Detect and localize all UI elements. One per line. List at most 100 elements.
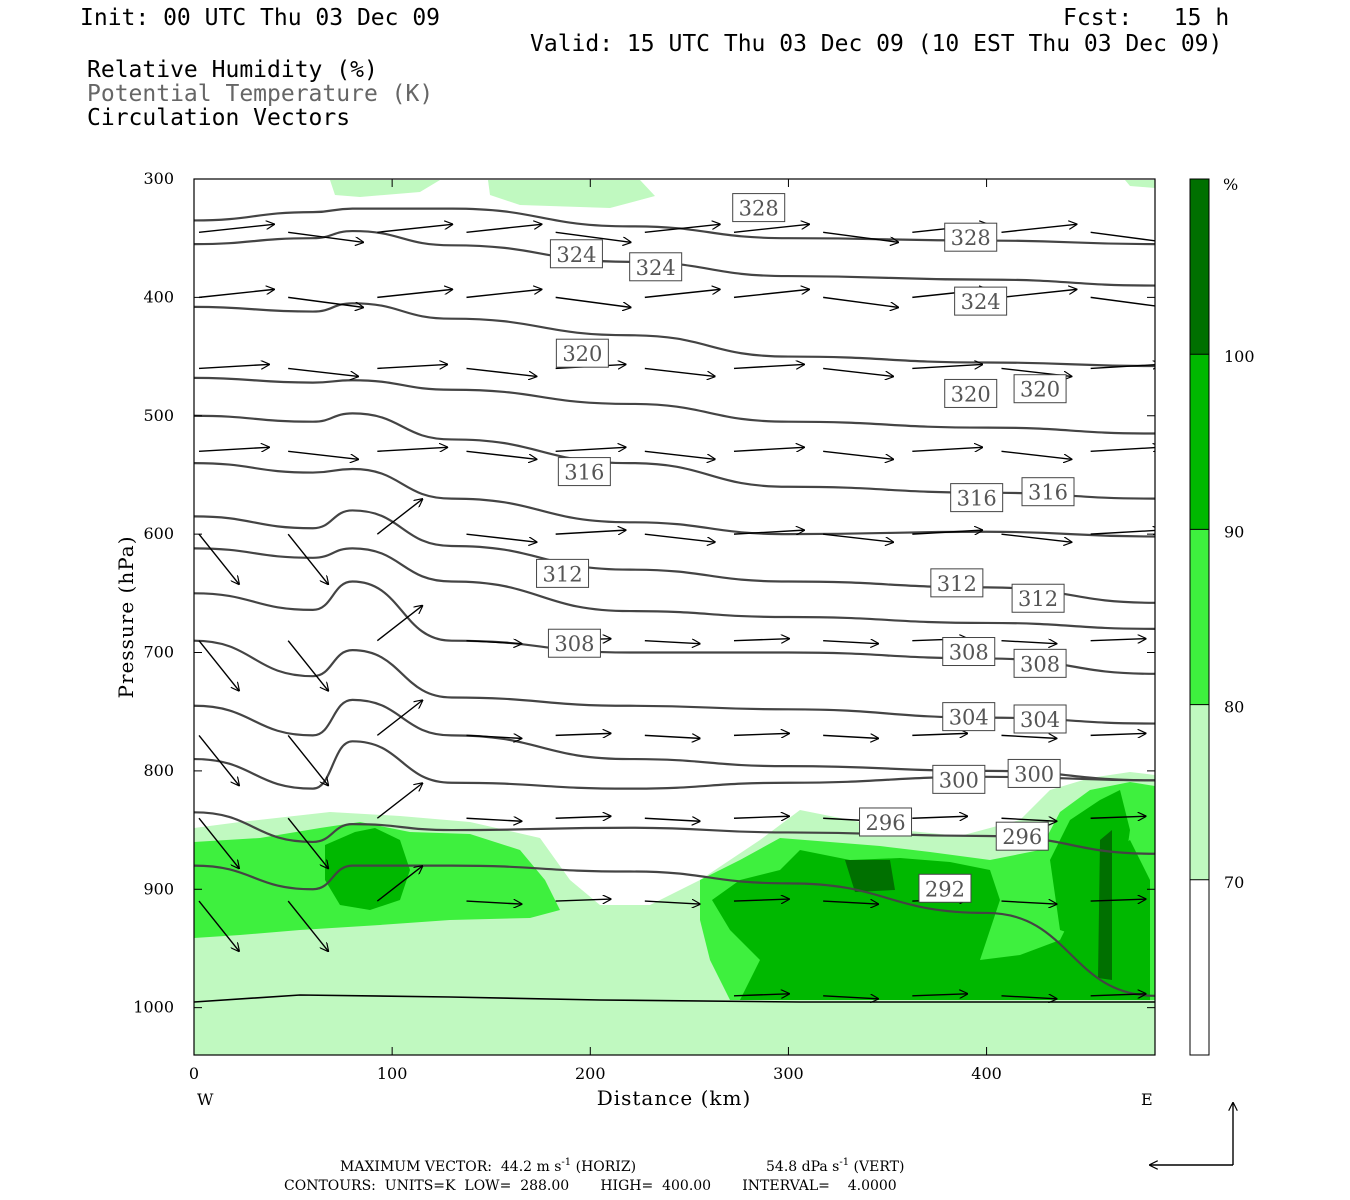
init-time: Init: 00 UTC Thu 03 Dec 09	[80, 5, 440, 31]
theta-contour-labels: 328 328 324 324 324 320 320 320 316 316 316 312 312 3…	[536, 193, 1075, 903]
colorbar-swatch	[1190, 879, 1209, 1055]
x-tick-label: 300	[773, 1064, 804, 1083]
circulation-vector	[823, 231, 898, 242]
theta-label: 324	[636, 256, 676, 280]
circulation-vector	[466, 533, 536, 542]
theta-label: 304	[1020, 708, 1060, 732]
theta-label: 328	[951, 226, 991, 250]
circulation-vector	[288, 296, 363, 307]
circulation-vector	[912, 530, 982, 534]
circulation-vector	[466, 641, 521, 644]
theta-label: 316	[564, 461, 604, 485]
theta-contour-line	[194, 580, 1155, 675]
theta-label: 296	[865, 811, 905, 835]
circulation-vector	[377, 224, 452, 233]
circulation-vector	[733, 530, 804, 534]
theta-label: 292	[925, 877, 965, 901]
theta-label: 320	[562, 342, 602, 366]
circulation-vector	[912, 733, 967, 735]
theta-label-box	[1013, 374, 1067, 404]
colorbar: 70 80 90 100	[1189, 178, 1255, 1056]
theta-label-box	[944, 222, 998, 252]
theta-label-box	[549, 239, 603, 269]
rh-band-70-top	[330, 180, 440, 197]
theta-label: 324	[556, 243, 596, 267]
y-tick-label: 400	[143, 287, 174, 306]
circulation-vector	[376, 783, 422, 819]
circulation-vector	[644, 450, 715, 459]
theta-label-box	[950, 483, 1004, 513]
theta-label-box	[932, 764, 986, 794]
circulation-vector	[376, 499, 422, 535]
circulation-vector	[287, 533, 328, 584]
circulation-vector	[1001, 289, 1076, 299]
circulation-vector	[644, 641, 700, 644]
theta-label-box	[944, 378, 998, 408]
colorbar-frame	[1189, 178, 1210, 1056]
theta-label: 296	[1002, 825, 1042, 849]
circulation-vector	[466, 224, 541, 233]
theta-label: 308	[554, 632, 594, 656]
theta-label-box	[1013, 648, 1067, 678]
circulation-vector	[198, 447, 269, 451]
theta-contour-line	[194, 412, 1155, 500]
theta-label-box	[942, 637, 996, 667]
colorbar-level-label: 100	[1224, 347, 1255, 366]
circulation-vector	[1090, 994, 1146, 996]
circulation-vector	[466, 818, 521, 821]
circulation-vectors	[198, 224, 1155, 999]
circulation-vector	[644, 224, 720, 233]
circulation-vector	[1090, 231, 1155, 242]
forecast-hour: Fcst: 15 h	[1063, 5, 1229, 31]
circulation-vector	[823, 735, 878, 738]
circulation-vector	[198, 364, 269, 368]
circulation-vector	[1090, 447, 1155, 451]
colorbar-level-label: 80	[1224, 698, 1244, 717]
circulation-vector	[733, 994, 789, 996]
circulation-vector	[287, 817, 328, 868]
circulation-vector	[288, 367, 358, 376]
rh-band-90	[325, 828, 410, 910]
rh-band-90b	[712, 840, 1150, 1000]
circulation-vector	[912, 816, 967, 818]
theta-label: 316	[957, 487, 997, 511]
y-tick-label: 800	[143, 761, 174, 780]
circulation-vector	[1090, 296, 1155, 307]
theta-label-box	[1011, 583, 1065, 613]
theta-label-box	[732, 193, 786, 223]
y-tick-label: 300	[143, 169, 174, 188]
circulation-vector	[644, 367, 715, 376]
plot-frame	[193, 178, 1156, 1056]
theta-label-box	[942, 702, 996, 732]
circulation-vector	[288, 450, 358, 459]
circulation-vector	[198, 734, 239, 785]
circulation-vector	[644, 818, 700, 821]
theta-label-box	[557, 457, 611, 487]
circulation-vector	[1001, 901, 1056, 904]
circulation-vector	[555, 733, 611, 735]
circulation-vector	[287, 734, 328, 785]
circulation-vector	[198, 817, 239, 868]
circulation-vector	[1001, 450, 1071, 459]
theta-label: 320	[951, 382, 991, 406]
circulation-vector	[287, 900, 328, 951]
circulation-vector	[1090, 816, 1146, 818]
legend-vectors: Circulation Vectors	[87, 105, 350, 131]
theta-label: 300	[939, 768, 979, 792]
circulation-vector	[644, 533, 715, 542]
circulation-vector	[555, 447, 626, 451]
circulation-vector	[1001, 818, 1056, 821]
x-tick-label: 200	[575, 1064, 606, 1083]
circulation-vector	[1090, 639, 1146, 641]
theta-label: 316	[1028, 481, 1068, 505]
theta-label-box	[995, 821, 1049, 851]
circulation-vector	[823, 533, 893, 542]
circulation-vector	[733, 639, 789, 641]
circulation-vector	[733, 447, 804, 451]
rh-band-70-top2	[488, 180, 655, 208]
legend-rh: Relative Humidity (%)	[87, 57, 378, 83]
theta-contour-line	[194, 376, 1155, 435]
y-tick-label: 500	[143, 406, 174, 425]
circulation-vector	[823, 641, 878, 644]
colorbar-unit: %	[1223, 175, 1238, 194]
